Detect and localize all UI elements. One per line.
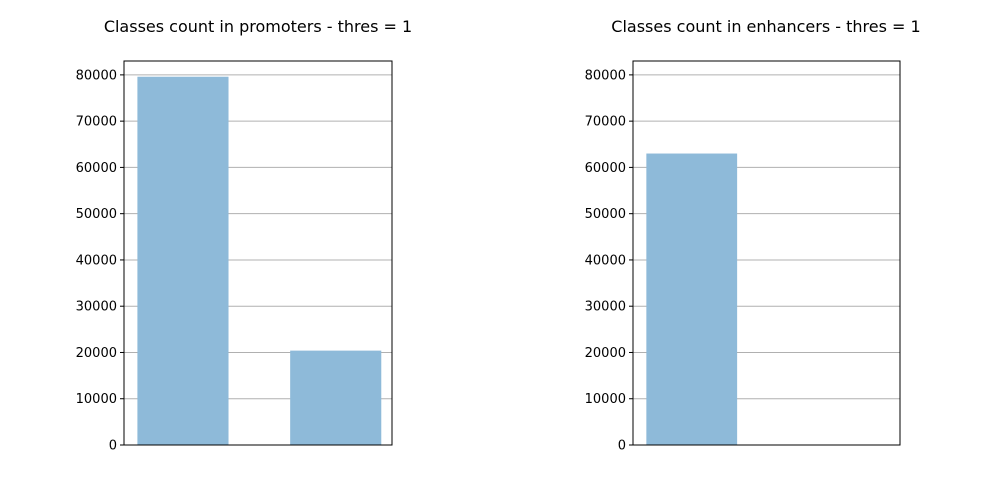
- y-tick-label: 70000: [585, 115, 626, 130]
- y-tick-label: 40000: [585, 253, 626, 268]
- y-tick-label: 0: [109, 439, 117, 454]
- y-tick-label: 10000: [76, 392, 117, 407]
- axes-frame: [123, 60, 393, 446]
- chart-title: Classes count in promoters - thres = 1: [104, 17, 412, 36]
- y-tick-label: 30000: [585, 300, 626, 315]
- bar: [290, 350, 382, 445]
- bar: [137, 76, 229, 446]
- y-tick-label: 70000: [76, 115, 117, 130]
- y-tick-label: 50000: [76, 207, 117, 222]
- axes-frame: [632, 60, 901, 446]
- chart-enhancers: Classes count in enhancers - thres = 1 0…: [585, 17, 921, 454]
- y-tick-label: 80000: [585, 68, 626, 83]
- y-tick-label: 20000: [76, 346, 117, 361]
- y-tick-label: 60000: [76, 161, 117, 176]
- y-tick-label: 40000: [76, 253, 117, 268]
- bar: [646, 153, 738, 445]
- y-tick-label: 20000: [585, 346, 626, 361]
- chart-title: Classes count in enhancers - thres = 1: [611, 17, 920, 36]
- y-tick-label: 0: [618, 439, 626, 454]
- y-tick-label: 80000: [76, 68, 117, 83]
- chart-promoters: Classes count in promoters - thres = 1 0…: [76, 17, 413, 454]
- y-tick-label: 30000: [76, 300, 117, 315]
- y-tick-label: 60000: [585, 161, 626, 176]
- y-tick-label: 50000: [585, 207, 626, 222]
- y-tick-label: 10000: [585, 392, 626, 407]
